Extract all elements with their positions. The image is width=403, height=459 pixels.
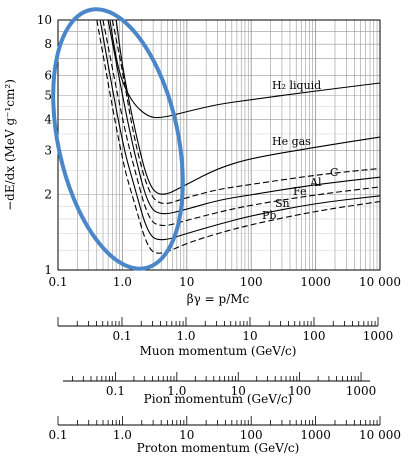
secondary-axis-title: Proton momentum (GeV/c) — [137, 441, 300, 455]
y-tick-label: 2 — [44, 188, 52, 202]
x-tick-label: 1.0 — [113, 275, 132, 289]
series-label: Sn — [275, 197, 290, 210]
x-tick-label: 100 — [240, 275, 263, 289]
secondary-axis-tick-label: 1000 — [300, 428, 331, 442]
y-tick-label: 10 — [37, 13, 52, 27]
x-axis-title: βγ = p/Mc — [187, 292, 250, 306]
y-tick-label: 8 — [44, 37, 52, 51]
x-tick-label: 1000 — [300, 275, 331, 289]
series-line — [102, 19, 381, 227]
series-label: C — [330, 166, 338, 179]
series-label: Pb — [262, 209, 276, 222]
secondary-axis-tick-label: 10 000 — [359, 428, 401, 442]
x-tick-label: 10 000 — [359, 275, 401, 289]
secondary-axis-title: Pion momentum (GeV/c) — [144, 392, 293, 406]
series-line — [107, 19, 381, 215]
secondary-axis-tick-label: 1.0 — [167, 384, 186, 398]
secondary-axis-tick-label: 10 — [179, 428, 194, 442]
series-line — [99, 19, 381, 241]
y-tick-label: 3 — [44, 144, 52, 158]
secondary-axis-tick-label: 100 — [303, 329, 326, 343]
secondary-axis-tick-label: 10 — [242, 329, 257, 343]
series-line — [96, 19, 381, 254]
series-line — [109, 19, 381, 119]
plot-ticks: 0.1 1.0 10 100 1000 10 000 1 2 3 4 5 6 8 10 — [37, 13, 401, 289]
secondary-axis-tick-label: 1.0 — [113, 428, 132, 442]
secondary-axis-tick-label: 10 — [231, 384, 246, 398]
secondary-axis-tick-label: 0.1 — [48, 428, 67, 442]
y-axis-title: −dE/dx (MeV g⁻¹cm²) — [3, 79, 17, 211]
y-tick-label: 6 — [44, 68, 52, 82]
series-label: Fe — [293, 185, 307, 198]
series-label: H₂ liquid — [272, 79, 321, 92]
secondary-axis-tick-label: 100 — [240, 428, 263, 442]
highlight-layer — [51, 7, 185, 271]
x-tick-label: 0.1 — [48, 275, 67, 289]
y-tick-label: 4 — [44, 112, 52, 126]
series-line — [115, 19, 381, 195]
secondary-axis-tick-label: 1.0 — [176, 329, 195, 343]
secondary-axes: 0.1 1.0 10 100 1000 Muon momentum (GeV/c) 0.1 1… — [48, 317, 401, 455]
y-tick-label: 1 — [44, 263, 52, 277]
secondary-axis-tick-label: 0.1 — [112, 329, 131, 343]
series-label: Al — [309, 176, 322, 189]
secondary-axis-tick-label: 0.1 — [106, 384, 125, 398]
highlight-ellipse — [51, 7, 185, 271]
series-label: He gas — [272, 135, 311, 148]
series-line — [111, 19, 381, 205]
secondary-axis-tick-label: 1000 — [363, 329, 394, 343]
x-tick-label: 10 — [179, 275, 194, 289]
y-tick-label: 5 — [44, 88, 52, 102]
secondary-axis-title: Muon momentum (GeV/c) — [140, 344, 297, 358]
secondary-axis-tick-label: 100 — [288, 384, 311, 398]
secondary-axis-tick-label: 1000 — [346, 384, 377, 398]
plot-curves — [96, 19, 381, 254]
